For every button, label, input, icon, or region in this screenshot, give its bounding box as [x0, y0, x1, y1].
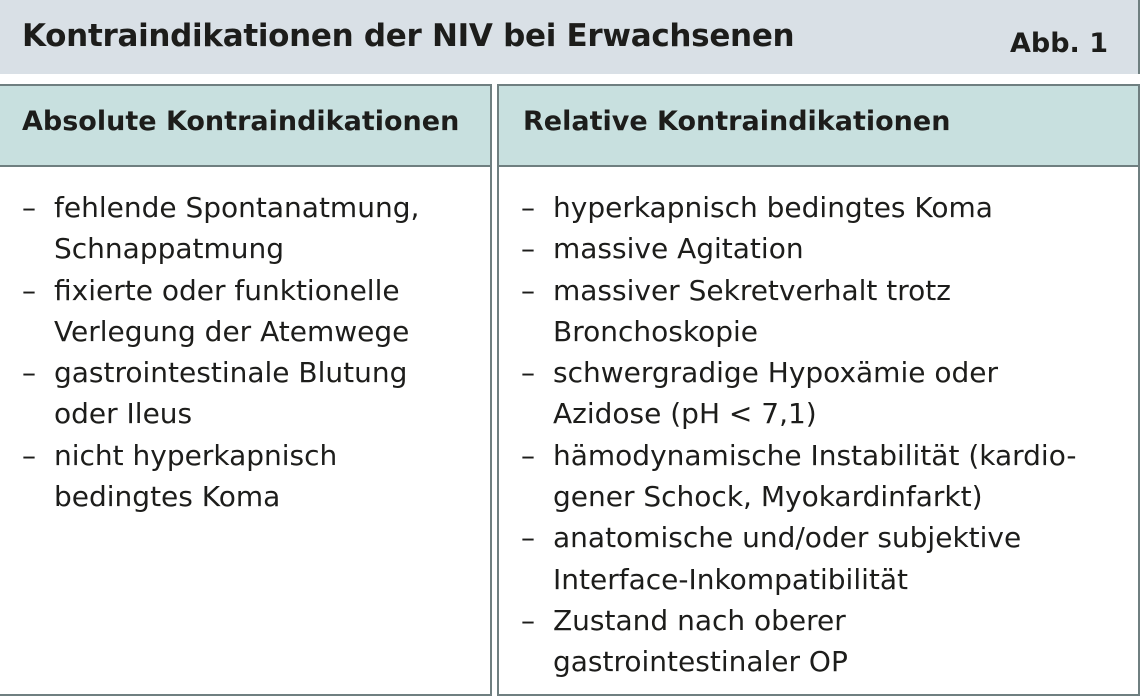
list-item: – massive Agitation — [521, 228, 1138, 269]
list-item: – fixierte oder funktionelle Verlegung der… — [22, 270, 490, 353]
list-item-line: Schnappatmung — [54, 232, 285, 266]
list-item-line: gastrointestinale Blutung — [54, 356, 408, 390]
list-item-line: oder Ileus — [54, 397, 193, 431]
list-item: – gastrointestinale Blutung oder Ileus — [22, 352, 490, 435]
figure-title: Kontraindikationen der NIV bei Erwachsen… — [22, 18, 795, 54]
dash-bullet: – — [22, 191, 36, 224]
dash-bullet: – — [521, 603, 535, 637]
list-item: – hyperkapnisch bedingtes Koma — [521, 187, 1138, 228]
list-item-line: gener Schock, Myokardinfarkt) — [553, 480, 983, 514]
list-item: – massiver Sekretverhalt trotz Bronchoskop… — [521, 270, 1138, 353]
list-item-line: Verlegung der Atemwege — [54, 314, 410, 348]
relative-heading: Relative Kontraindikationen — [499, 86, 1138, 167]
figure-label: Abb. 1 — [1010, 28, 1108, 59]
dash-bullet: – — [521, 438, 535, 472]
list-item-line: hyperkapnisch bedingtes Koma — [553, 191, 993, 224]
dash-bullet: – — [521, 232, 535, 266]
dash-bullet: – — [22, 356, 36, 390]
relative-column: Relative Kontraindikationen – hyperkapnis… — [497, 84, 1140, 696]
relative-list: – hyperkapnisch bedingtes Koma – massive Ag… — [499, 167, 1138, 683]
list-item-line: fixierte oder funktionelle — [54, 273, 400, 307]
absolute-column: Absolute Kontraindikationen – fehlende Sp… — [0, 84, 492, 696]
absolute-list: – fehlende Spontanatmung, Schnappatmung – fi… — [0, 167, 490, 517]
list-item-line: massiver Sekretverhalt trotz — [553, 273, 951, 307]
dash-bullet: – — [22, 273, 36, 307]
list-item-line: Azidose (pH < 7,1) — [553, 397, 817, 431]
list-item: – anatomische und/oder subjektive Interfac… — [521, 517, 1138, 600]
list-item: – fehlende Spontanatmung, Schnappatmung — [22, 187, 490, 270]
dash-bullet: – — [521, 191, 535, 224]
list-item: – Zustand nach oberer gastrointestinaler O… — [521, 600, 1138, 683]
list-item-line: gastrointestinaler OP — [553, 645, 848, 679]
dash-bullet: – — [521, 521, 535, 555]
list-item-line: fehlende Spontanatmung, — [54, 191, 420, 224]
figure-title-bar: Kontraindikationen der NIV bei Erwachsen… — [0, 0, 1140, 74]
list-item: – nicht hyperkapnisch bedingtes Koma — [22, 435, 490, 518]
list-item-line: hämodynamische Instabilität (kardio- — [553, 438, 1077, 472]
absolute-heading: Absolute Kontraindikationen — [0, 86, 490, 167]
list-item-line: massive Agitation — [553, 232, 804, 266]
list-item-line: Interface-Inkompatibilität — [553, 562, 909, 596]
list-item: – hämodynamische Instabilität (kardio-gen… — [521, 435, 1138, 518]
list-item-line: schwergradige Hypoxämie oder — [553, 356, 998, 390]
dash-bullet: – — [22, 438, 36, 472]
dash-bullet: – — [521, 356, 535, 390]
list-item-line: Zustand nach oberer — [553, 603, 846, 637]
dash-bullet: – — [521, 273, 535, 307]
list-item-line: nicht hyperkapnisch — [54, 438, 338, 472]
list-item-line: Bronchoskopie — [553, 314, 758, 348]
list-item-line: anatomische und/oder subjektive — [553, 521, 1022, 555]
list-item: – schwergradige Hypoxämie oder Azidose (pH… — [521, 352, 1138, 435]
list-item-line: bedingtes Koma — [54, 480, 281, 514]
